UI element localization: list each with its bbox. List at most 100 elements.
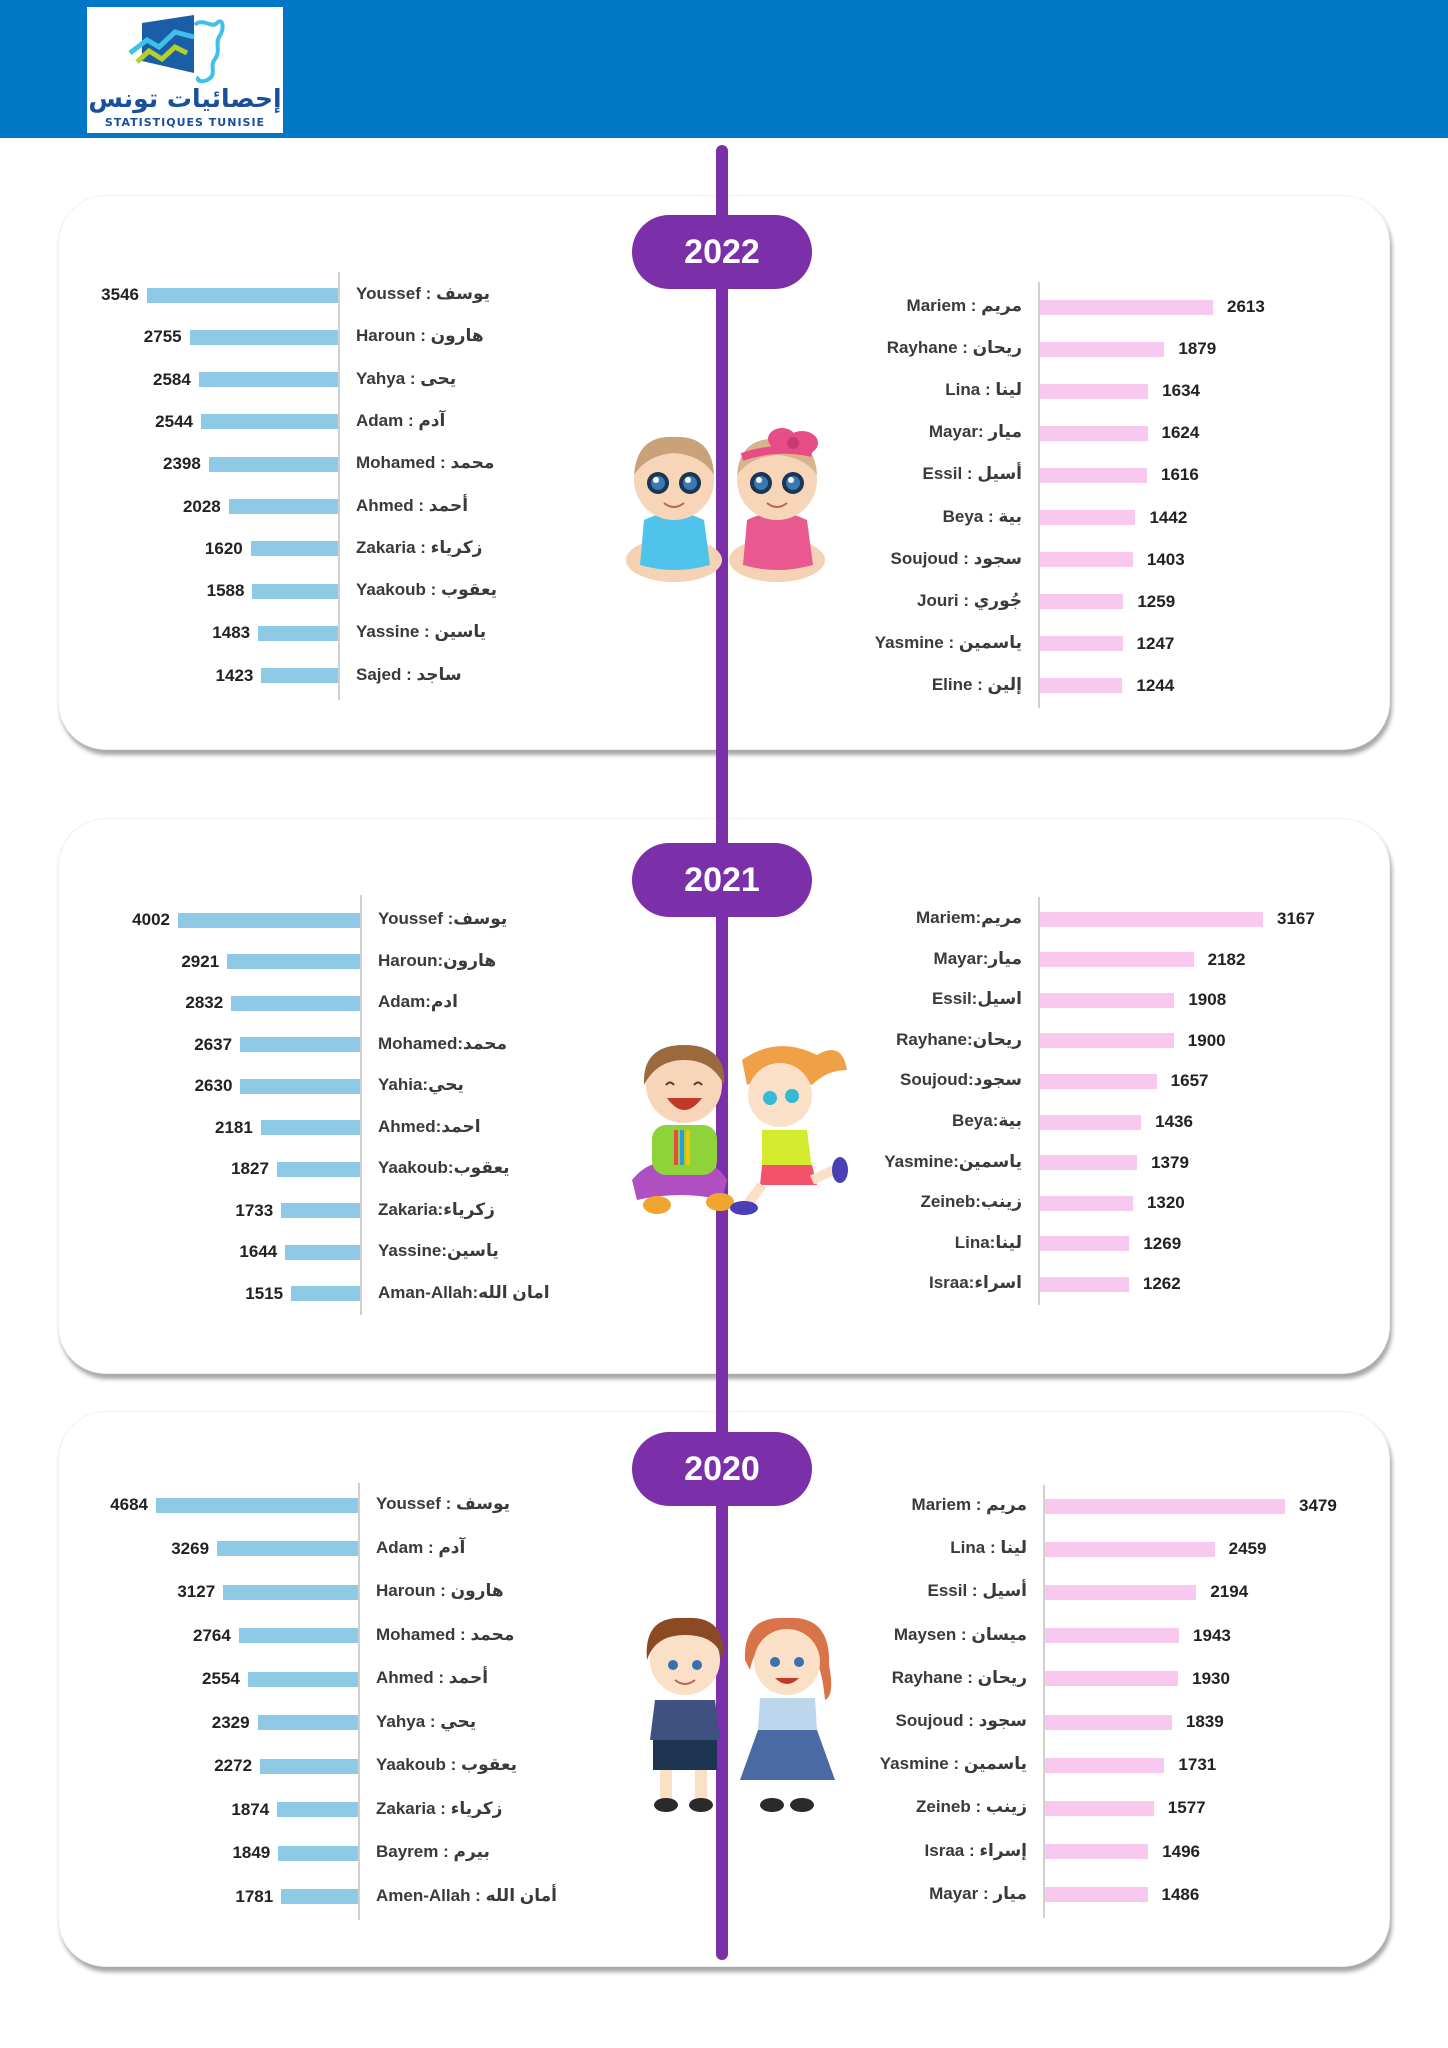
girl-value-label: 1731 (1178, 1755, 1217, 1775)
girl-value-label: 1616 (1160, 465, 1199, 485)
girl-value-label: 3167 (1277, 909, 1315, 928)
boy-name-label: Sajed : ساجد (356, 664, 462, 684)
header-bar: إحصائيات تونس STATISTIQUES TUNISIE (0, 0, 1448, 138)
girl-value-label: 1486 (1161, 1884, 1200, 1904)
girl-name-label: Jouri : جُوري (917, 590, 1022, 610)
girl-bar (1040, 552, 1133, 568)
boy-bar (240, 1037, 360, 1052)
boys-axis-line-2020 (358, 1483, 360, 1920)
kids-playing-illustration-icon (632, 1045, 848, 1215)
boy-name-label: Yahya : يحى (356, 368, 457, 388)
girls-axis-line-2022 (1038, 282, 1040, 708)
girl-bar (1045, 1671, 1179, 1687)
boy-value-label: 2630 (194, 1076, 233, 1095)
boy-value-label: 1781 (235, 1886, 274, 1906)
girl-bar (1040, 467, 1147, 483)
girl-value-label: 1262 (1142, 1274, 1181, 1294)
girls-axis-line-2021 (1038, 897, 1040, 1305)
boy-value-label: 2329 (211, 1712, 250, 1732)
girl-value-label: 1943 (1193, 1625, 1231, 1645)
girl-bar (1040, 1033, 1174, 1049)
girl-value-label: 1634 (1162, 381, 1200, 401)
girl-name-label: Israa : إسراء (924, 1840, 1027, 1860)
boy-name-label: Mohamed:محمد (378, 1033, 507, 1053)
girl-name-label: Soujoud : سجود (895, 1711, 1027, 1730)
logo-arabic-text: إحصائيات تونس (88, 84, 282, 113)
girl-value-label: 1624 (1161, 423, 1200, 443)
boy-name-label: Yassine:ياسين (378, 1241, 499, 1260)
boy-bar (285, 1244, 360, 1260)
boy-value-label: 1423 (215, 665, 254, 685)
boy-name-label: Yaakoub : يعقوب (356, 580, 497, 600)
girl-bar (1040, 383, 1149, 399)
girl-name-label: Mayar: ميار (928, 422, 1022, 442)
boy-value-label: 3127 (177, 1582, 216, 1601)
boy-bar (252, 583, 338, 599)
girls-axis-line-2020 (1043, 1485, 1045, 1918)
girl-name-label: Soujoud : سجود (890, 548, 1022, 568)
boy-bar (231, 995, 360, 1011)
girl-bar (1040, 341, 1165, 357)
girl-bar (1045, 1628, 1180, 1644)
boy-name-label: Yaakoub:يعقوب (378, 1158, 510, 1177)
boy-value-label: 4002 (132, 910, 170, 929)
girl-bar (1045, 1844, 1149, 1860)
girl-name-label: Israa:اسراء (928, 1273, 1022, 1293)
girl-bar (1045, 1800, 1154, 1816)
boy-value-label: 2272 (214, 1756, 253, 1775)
girl-bar (1040, 636, 1123, 652)
girl-bar (1045, 1714, 1172, 1730)
girl-bar (1040, 1195, 1133, 1211)
boy-value-label: 1644 (239, 1242, 278, 1261)
boy-value-label: 2637 (194, 1034, 233, 1054)
girl-bar (1040, 1114, 1142, 1130)
logo-french-text: STATISTIQUES TUNISIE (104, 116, 266, 129)
boy-bar (217, 1541, 358, 1556)
boy-bar (281, 1889, 358, 1904)
boy-bar (278, 1845, 358, 1861)
girl-value-label: 1496 (1162, 1841, 1201, 1861)
boy-name-label: Aman-Allah:امان الله (378, 1282, 550, 1302)
girl-name-label: Mariem : مريم (906, 296, 1022, 315)
boy-bar (228, 499, 338, 514)
girl-value-label: 2182 (1207, 949, 1246, 969)
boy-name-label: Mohamed : محمد (376, 1624, 515, 1644)
boy-bar (208, 456, 338, 472)
girl-name-label: Eline : إلين (931, 674, 1022, 694)
boy-value-label: 2755 (143, 327, 182, 347)
boy-bar (189, 329, 338, 345)
girl-name-label: Essil:اسيل (931, 989, 1022, 1009)
boy-name-label: Ahmed:احمد (378, 1116, 481, 1136)
boy-value-label: 2028 (182, 496, 221, 516)
boy-value-label: 2181 (215, 1117, 253, 1137)
girl-value-label: 1379 (1151, 1152, 1189, 1172)
boy-name-label: Adam:ادم (378, 992, 458, 1011)
boy-name-label: Ahmed : أحمد (356, 495, 469, 515)
boys-axis-line-2021 (360, 895, 362, 1315)
girl-name-label: Maysen : ميسان (893, 1624, 1027, 1644)
babies-illustration-icon (626, 428, 825, 582)
girl-bar (1045, 1541, 1215, 1557)
girl-bar (1040, 911, 1263, 927)
boy-bar (260, 1120, 360, 1135)
girl-bar (1040, 1236, 1130, 1252)
boy-name-label: Zakaria:زكرياء (378, 1199, 495, 1219)
boy-name-label: Haroun : هارون (376, 1581, 504, 1600)
girl-value-label: 2459 (1228, 1539, 1267, 1559)
girl-name-label: Essil : أسيل (922, 464, 1022, 484)
boy-bar (277, 1802, 358, 1817)
boy-bar (178, 912, 360, 928)
boy-bar (147, 287, 338, 303)
girl-value-label: 1244 (1136, 675, 1175, 695)
girl-name-label: Lina:لينا (954, 1232, 1022, 1252)
girl-bar (1040, 594, 1124, 610)
girl-value-label: 1442 (1149, 507, 1188, 527)
girl-value-label: 2194 (1210, 1582, 1249, 1602)
boy-name-label: Adam : آدم (376, 1537, 466, 1557)
girl-value-label: 1320 (1146, 1193, 1185, 1213)
girl-bar (1040, 678, 1123, 694)
boy-value-label: 3546 (101, 285, 139, 304)
boy-value-label: 4684 (110, 1495, 148, 1514)
boy-name-label: Bayrem : بيرم (376, 1842, 490, 1861)
girl-bar (1045, 1498, 1285, 1514)
